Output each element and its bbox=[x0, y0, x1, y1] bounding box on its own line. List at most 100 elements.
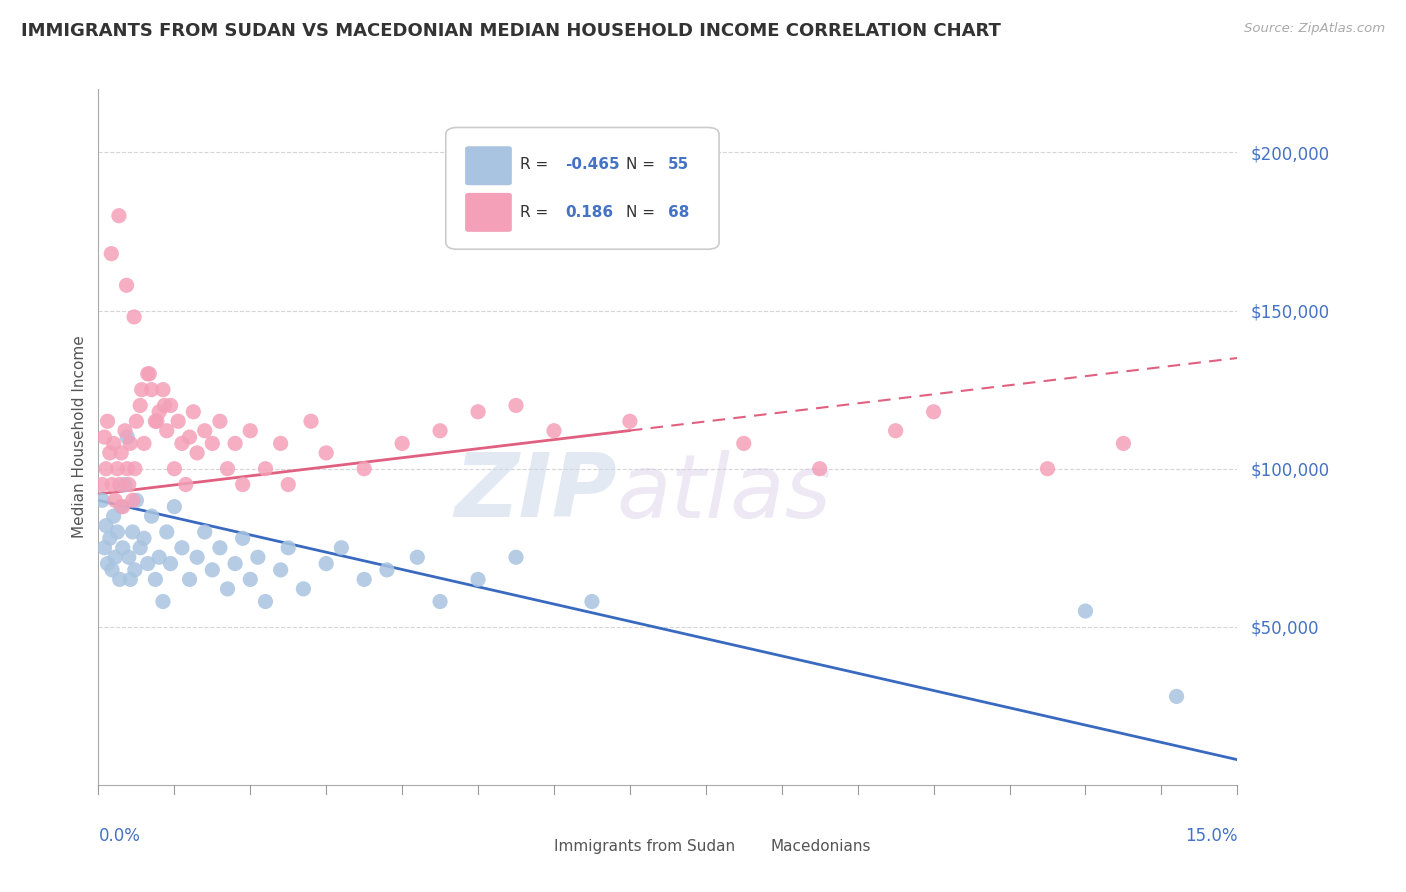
FancyBboxPatch shape bbox=[721, 831, 762, 863]
Point bbox=[391, 436, 413, 450]
Point bbox=[101, 477, 124, 491]
Text: Immigrants from Sudan: Immigrants from Sudan bbox=[554, 838, 735, 854]
Text: 68: 68 bbox=[668, 205, 689, 219]
Point bbox=[132, 531, 155, 545]
FancyBboxPatch shape bbox=[505, 831, 546, 863]
Point bbox=[292, 582, 315, 596]
Text: R =: R = bbox=[520, 157, 553, 172]
Text: -0.465: -0.465 bbox=[565, 157, 620, 172]
Point bbox=[254, 461, 277, 475]
Text: N =: N = bbox=[626, 205, 659, 219]
Point bbox=[121, 524, 143, 539]
Point bbox=[159, 557, 181, 571]
Point bbox=[93, 430, 115, 444]
Point bbox=[505, 399, 527, 413]
Point bbox=[110, 446, 132, 460]
FancyBboxPatch shape bbox=[446, 128, 718, 249]
Point bbox=[201, 436, 224, 450]
Point bbox=[138, 367, 160, 381]
Point bbox=[406, 550, 429, 565]
Point bbox=[103, 436, 125, 450]
Point bbox=[170, 436, 193, 450]
Point bbox=[163, 500, 186, 514]
Point bbox=[922, 405, 945, 419]
Point bbox=[148, 405, 170, 419]
Point bbox=[98, 446, 121, 460]
Point bbox=[91, 493, 114, 508]
Text: 15.0%: 15.0% bbox=[1185, 827, 1237, 845]
Point bbox=[299, 414, 322, 428]
Point bbox=[125, 493, 148, 508]
Point bbox=[120, 573, 142, 587]
Point bbox=[132, 436, 155, 450]
Point bbox=[100, 246, 122, 260]
Point bbox=[96, 414, 118, 428]
Point bbox=[186, 446, 208, 460]
Text: R =: R = bbox=[520, 205, 553, 219]
Point bbox=[505, 550, 527, 565]
Text: Source: ZipAtlas.com: Source: ZipAtlas.com bbox=[1244, 22, 1385, 36]
Point bbox=[101, 563, 124, 577]
Point bbox=[884, 424, 907, 438]
Point bbox=[467, 405, 489, 419]
Point bbox=[239, 424, 262, 438]
Point bbox=[194, 424, 217, 438]
Point bbox=[179, 430, 201, 444]
Point bbox=[270, 563, 292, 577]
Point bbox=[111, 500, 134, 514]
Point bbox=[107, 524, 129, 539]
Point bbox=[94, 518, 117, 533]
Point bbox=[619, 414, 641, 428]
Point bbox=[315, 557, 337, 571]
Point bbox=[217, 461, 239, 475]
Point bbox=[111, 541, 134, 555]
Point bbox=[429, 424, 451, 438]
Point bbox=[224, 557, 246, 571]
Point bbox=[120, 436, 142, 450]
Point bbox=[104, 493, 127, 508]
Point bbox=[117, 430, 139, 444]
Point bbox=[208, 541, 231, 555]
Point bbox=[129, 541, 152, 555]
Point bbox=[118, 477, 141, 491]
Point bbox=[98, 531, 121, 545]
Point bbox=[808, 461, 831, 475]
Point bbox=[167, 414, 190, 428]
Point bbox=[152, 383, 174, 397]
Point bbox=[246, 550, 269, 565]
Point bbox=[467, 573, 489, 587]
Point bbox=[152, 594, 174, 608]
Text: Macedonians: Macedonians bbox=[770, 838, 870, 854]
Point bbox=[121, 493, 143, 508]
Point bbox=[163, 461, 186, 475]
Point bbox=[1074, 604, 1097, 618]
Point bbox=[254, 594, 277, 608]
Point bbox=[115, 278, 138, 293]
Point bbox=[108, 477, 131, 491]
Text: ZIP: ZIP bbox=[454, 450, 617, 536]
Point bbox=[118, 550, 141, 565]
Point bbox=[170, 541, 193, 555]
Point bbox=[145, 573, 167, 587]
Point bbox=[224, 436, 246, 450]
Point bbox=[277, 541, 299, 555]
Point bbox=[156, 424, 179, 438]
Point bbox=[315, 446, 337, 460]
Point bbox=[1112, 436, 1135, 450]
Point bbox=[124, 461, 146, 475]
Point bbox=[277, 477, 299, 491]
Text: 0.186: 0.186 bbox=[565, 205, 613, 219]
Point bbox=[353, 573, 375, 587]
Point bbox=[270, 436, 292, 450]
Point bbox=[136, 367, 159, 381]
Point bbox=[194, 524, 217, 539]
Text: atlas: atlas bbox=[617, 450, 831, 536]
Point bbox=[131, 383, 153, 397]
Point bbox=[208, 414, 231, 428]
Point bbox=[146, 414, 169, 428]
Point bbox=[733, 436, 755, 450]
Point bbox=[125, 414, 148, 428]
Text: N =: N = bbox=[626, 157, 659, 172]
Point bbox=[543, 424, 565, 438]
Point bbox=[108, 209, 131, 223]
